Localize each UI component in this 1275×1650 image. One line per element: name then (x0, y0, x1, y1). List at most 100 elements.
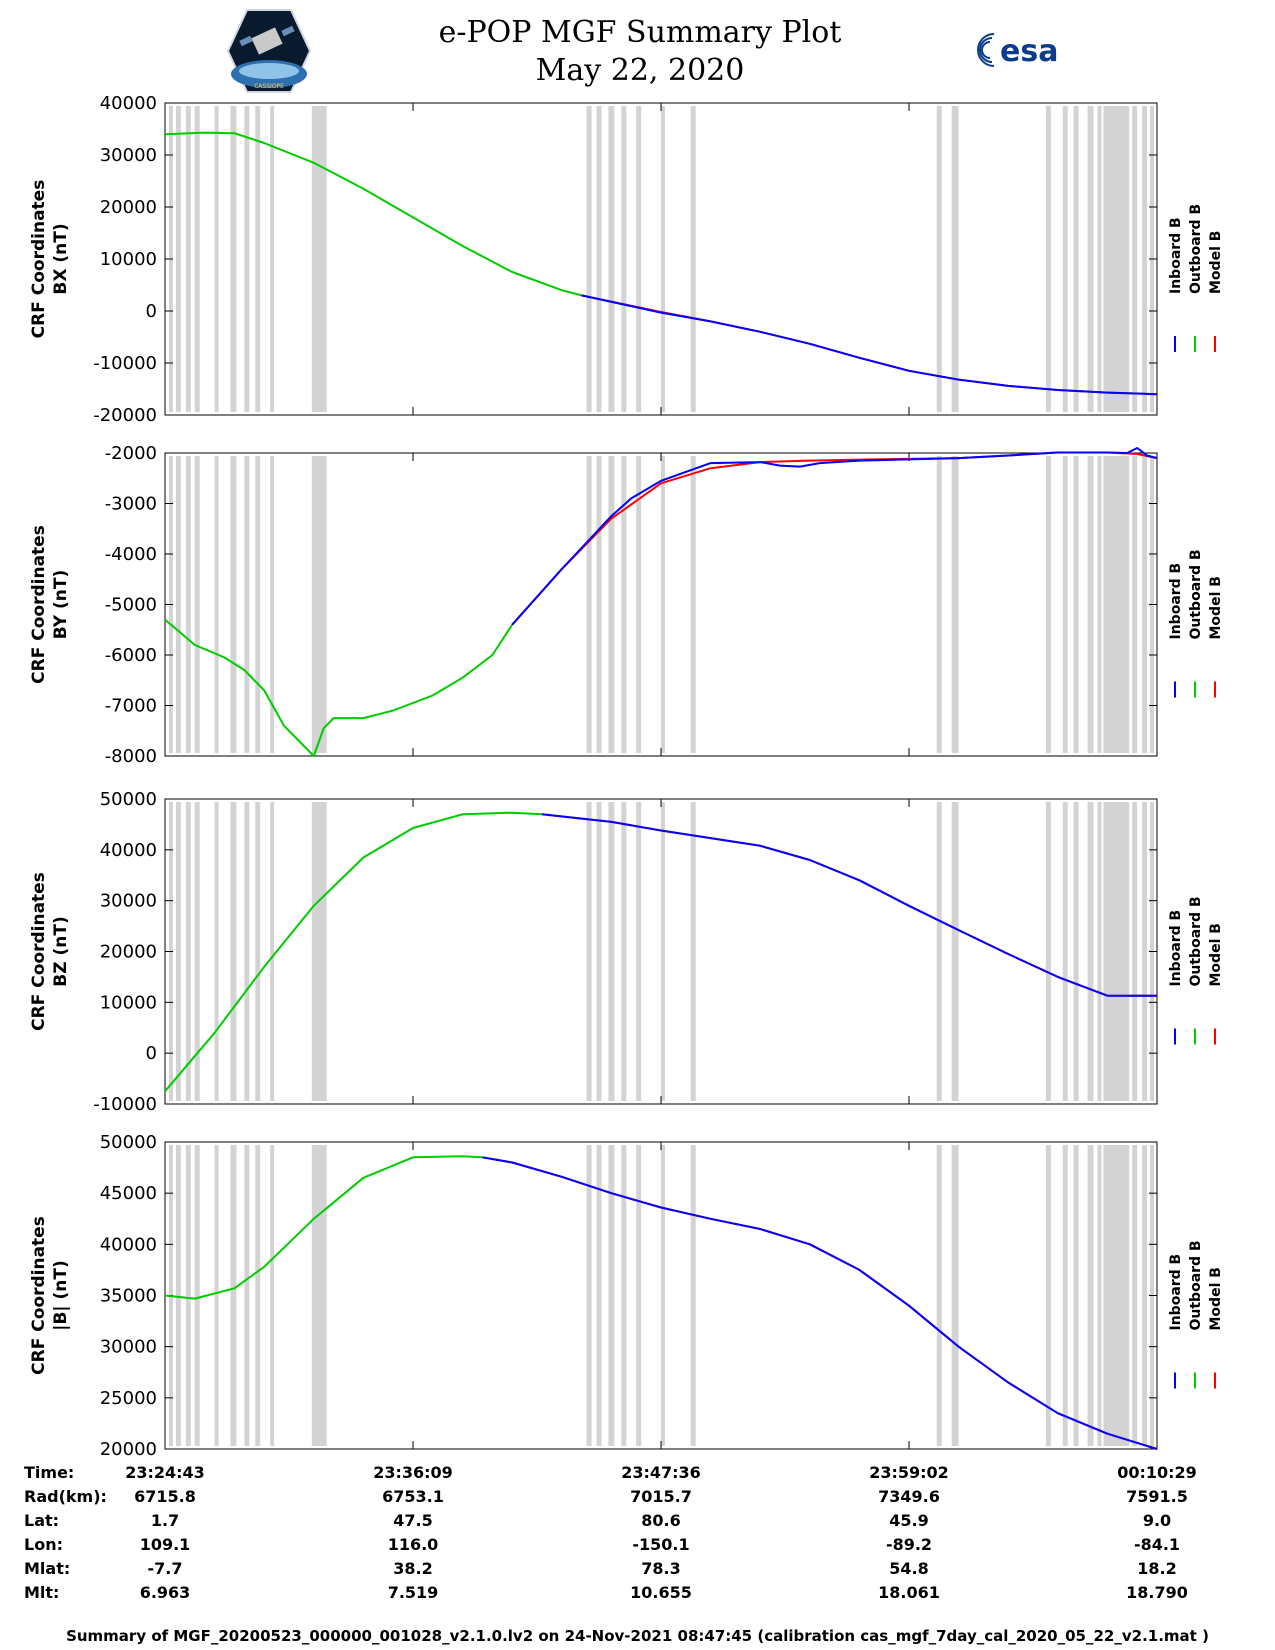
ytick-label-by-2: -4000 (105, 544, 157, 565)
gap-shade-by-26 (1142, 456, 1148, 753)
info-row-label: Lat: (24, 1511, 60, 1530)
gap-shade-bz-11 (596, 802, 602, 1101)
info-value: 9.0 (1142, 1511, 1172, 1530)
ytick-label-by-3: -5000 (105, 595, 157, 616)
ytick-label-by-1: -3000 (105, 494, 157, 515)
ytick-label-by-4: -6000 (105, 645, 157, 666)
info-row-5: Mlt: 6.963 7.519 10.655 18.061 18.790 (0, 1583, 1275, 1607)
gap-shade-bx-16 (690, 106, 696, 412)
series-line-bz-inboard-b (541, 813, 1157, 997)
gap-shade-bmag-8 (270, 1145, 275, 1446)
gap-shade-bx-5 (230, 106, 237, 412)
gap-shade-bx-26 (1142, 106, 1148, 412)
plot-date: May 22, 2020 (535, 53, 745, 88)
gap-shade-by-18 (951, 456, 959, 753)
ytick-label-by-6: -8000 (105, 746, 157, 767)
ytick-label-bz-2: 30000 (100, 891, 157, 912)
gap-shade-bx-10 (586, 106, 592, 412)
gap-shade-bz-12 (608, 802, 615, 1101)
gap-shade-bz-17 (936, 802, 942, 1101)
info-row-1: Rad(km): 6715.8 6753.1 7015.7 7349.6 7591.5 (0, 1487, 1275, 1511)
info-value: 6753.1 (382, 1487, 444, 1506)
info-value: 00:10:29 (1117, 1463, 1197, 1482)
gap-shade-bz-3 (194, 802, 200, 1101)
gap-shade-by-25 (1132, 456, 1138, 753)
ylabel-unit-by: BY (nT) (51, 570, 71, 640)
gap-shade-bmag-21 (1073, 1145, 1079, 1446)
gap-shade-bx-23 (1097, 106, 1102, 412)
ytick-label-bmag-3: 35000 (100, 1286, 157, 1307)
gap-shade-by-7 (255, 456, 261, 753)
gap-shade-bz-21 (1073, 802, 1079, 1101)
info-row-label: Mlat: (24, 1559, 71, 1578)
gap-shade-bx-22 (1087, 106, 1094, 412)
gap-shade-bmag-15 (661, 1145, 665, 1446)
gap-shade-bz-24 (1103, 802, 1130, 1101)
gap-shade-bx-9 (311, 106, 327, 412)
gap-shade-by-23 (1097, 456, 1102, 753)
legend-label-bz-2: Model B (1208, 923, 1224, 986)
ytick-label-bz-5: 0 (146, 1043, 157, 1064)
panel-bz: 50000 40000 30000 20000 10000 0 -10000 CRF Coor… (29, 789, 1224, 1115)
ytick-label-bx-5: -10000 (93, 353, 157, 374)
title-block: e-POP MGF Summary Plot May 22, 2020 (420, 14, 860, 90)
ytick-label-bx-0: 40000 (100, 93, 157, 114)
gap-shade-bz-13 (621, 802, 627, 1101)
series-line-bmag-inboard-b (482, 1156, 1158, 1450)
gap-shade-by-1 (175, 456, 181, 753)
gap-shade-by-5 (230, 456, 237, 753)
gap-shade-bmag-10 (586, 1145, 592, 1446)
ylabel-bx: CRF Coordinates (29, 180, 49, 339)
gap-shade-bmag-7 (255, 1145, 261, 1446)
info-value: 109.1 (139, 1535, 191, 1554)
info-row-2: Lat: 1.7 47.5 80.6 45.9 9.0 (0, 1511, 1275, 1535)
series-line-bx-outboard-b (164, 131, 582, 297)
info-value: 1.7 (150, 1511, 180, 1530)
info-value: 23:47:36 (621, 1463, 701, 1482)
ytick-label-bz-6: -10000 (93, 1094, 157, 1115)
ytick-label-bmag-5: 25000 (100, 1388, 157, 1409)
ytick-label-bx-6: -20000 (93, 405, 157, 426)
gap-shade-bmag-18 (951, 1145, 959, 1446)
info-value: 18.2 (1137, 1559, 1177, 1578)
ytick-label-bmag-0: 50000 (100, 1132, 157, 1153)
esa-logo-text: esa (1000, 34, 1058, 69)
gap-shade-bmag-23 (1097, 1145, 1102, 1446)
esa-logo: esa (970, 30, 1080, 74)
info-value: -7.7 (147, 1559, 183, 1578)
gap-shade-bmag-14 (636, 1145, 642, 1446)
gap-shade-by-21 (1073, 456, 1079, 753)
ytick-label-bx-2: 20000 (100, 197, 157, 218)
gap-shade-bz-18 (951, 802, 959, 1101)
info-value: 7015.7 (630, 1487, 692, 1506)
gap-shade-by-14 (636, 456, 642, 753)
mission-logo: CASSIOPE (226, 8, 312, 98)
legend-label-bmag-0: Inboard B (1168, 1254, 1184, 1331)
gap-shade-bx-21 (1073, 106, 1079, 412)
gap-shade-bmag-19 (1045, 1145, 1051, 1446)
info-value: 10.655 (630, 1583, 692, 1602)
gap-shade-bx-20 (1062, 106, 1068, 412)
legend-label-bx-1: Outboard B (1188, 204, 1204, 294)
info-value: 38.2 (393, 1559, 433, 1578)
ylabel-bz: CRF Coordinates (29, 872, 49, 1031)
gap-shade-bx-4 (214, 106, 219, 412)
info-value: 78.3 (641, 1559, 681, 1578)
gap-shade-bz-6 (244, 802, 250, 1101)
info-row-3: Lon: 109.1 116.0 -150.1 -89.2 -84.1 (0, 1535, 1275, 1559)
gap-shade-bmag-3 (194, 1145, 200, 1446)
gap-shade-by-22 (1087, 456, 1094, 753)
ytick-label-bmag-6: 20000 (100, 1439, 157, 1460)
gap-shade-bx-19 (1045, 106, 1051, 412)
info-value: 23:24:43 (125, 1463, 205, 1482)
ytick-label-bmag-1: 45000 (100, 1183, 157, 1204)
gap-shade-bmag-1 (175, 1145, 181, 1446)
ytick-label-bz-0: 50000 (100, 789, 157, 810)
gap-shade-bmag-9 (311, 1145, 327, 1446)
info-row-0: Time: 23:24:43 23:36:09 23:47:36 23:59:02 00:… (0, 1463, 1275, 1487)
gap-shade-bmag-22 (1087, 1145, 1094, 1446)
ylabel-unit-bmag: |B| (nT) (51, 1260, 71, 1331)
series-line-bx-inboard-b (581, 294, 1158, 396)
info-value: 54.8 (889, 1559, 929, 1578)
series-line-by-inboard-b (511, 447, 1158, 626)
